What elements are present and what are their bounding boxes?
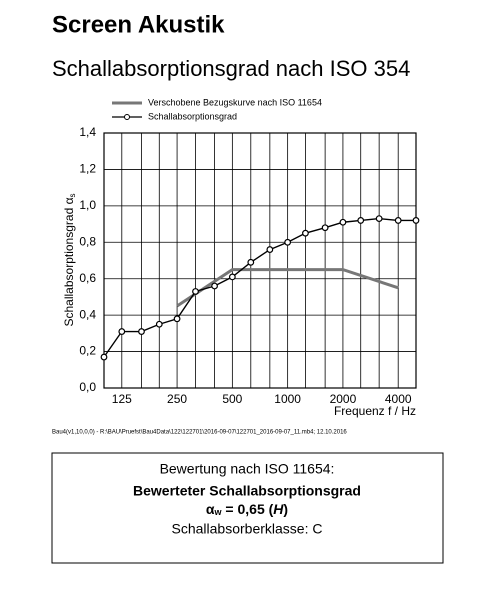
data-point: [321, 224, 329, 232]
data-point: [357, 217, 365, 224]
x-tick-label: 2000: [330, 392, 357, 406]
data-point: [211, 282, 218, 290]
rating-symbol-sub: w: [214, 507, 223, 517]
data-point: [412, 217, 420, 224]
data-point: [266, 246, 274, 253]
data-point: [284, 238, 292, 246]
legend-marker: [124, 114, 130, 120]
data-point: [138, 328, 145, 335]
rating-number: = 0,65 (: [222, 501, 274, 517]
y-tick-label: 0,4: [79, 307, 96, 321]
y-tick-label: 1,2: [79, 162, 96, 176]
rating-value: αw = 0,65 (H): [206, 501, 288, 518]
rating-title: Bewerteter Schallabsorptionsgrad: [133, 483, 361, 499]
data-point: [192, 288, 199, 295]
data-point: [302, 229, 309, 237]
legend-label: Schallabsorptionsgrad: [148, 111, 237, 121]
x-tick-label: 500: [222, 392, 242, 406]
y-label-sub: s: [68, 193, 77, 197]
data-point: [375, 215, 383, 223]
subtitle: Schallabsorptionsgrad nach ISO 354: [52, 56, 410, 81]
y-tick-label: 0,0: [79, 380, 96, 394]
rating-class: Schallabsorberklasse: C: [172, 521, 323, 537]
data-point: [247, 258, 255, 266]
y-tick-label: 1,0: [79, 198, 96, 212]
series-line: [103, 217, 416, 358]
rating-heading: Bewertung nach ISO 11654:: [160, 461, 335, 477]
data-point: [118, 328, 126, 335]
x-tick-label: 250: [167, 392, 187, 406]
legend-label: Verschobene Bezugskurve nach ISO 11654: [148, 97, 322, 107]
x-tick-label: 125: [112, 392, 132, 406]
data-point: [100, 353, 108, 361]
rating-box: [51, 452, 444, 564]
data-point: [173, 315, 181, 323]
footer-note: Bau4(v1,10,0,0) - R:\BAU\Pruefst\Bau4Dat…: [52, 430, 347, 436]
rating-close: ): [283, 501, 288, 517]
plot-frame: [103, 132, 417, 389]
y-tick-label: 0,8: [79, 234, 96, 248]
title: Screen Akustik: [52, 11, 225, 38]
rating-symbol: α: [206, 501, 215, 517]
y-tick-label: 0,6: [79, 271, 96, 285]
y-label: Schallabsorptionsgrad αs: [62, 193, 77, 326]
data-point: [155, 320, 163, 328]
y-tick-label: 0,2: [79, 344, 96, 358]
y-tick-label: 1,4: [79, 125, 96, 139]
x-tick-label: 1000: [274, 392, 301, 406]
x-label: Frequenz f / Hz: [334, 404, 416, 418]
x-tick-label: 4000: [385, 392, 412, 406]
data-point: [228, 273, 236, 281]
series-line: [176, 268, 399, 308]
data-point: [339, 218, 347, 226]
y-label-text: Schallabsorptionsgrad α: [62, 197, 76, 326]
rating-shape: H: [273, 501, 284, 517]
data-point: [394, 217, 402, 224]
